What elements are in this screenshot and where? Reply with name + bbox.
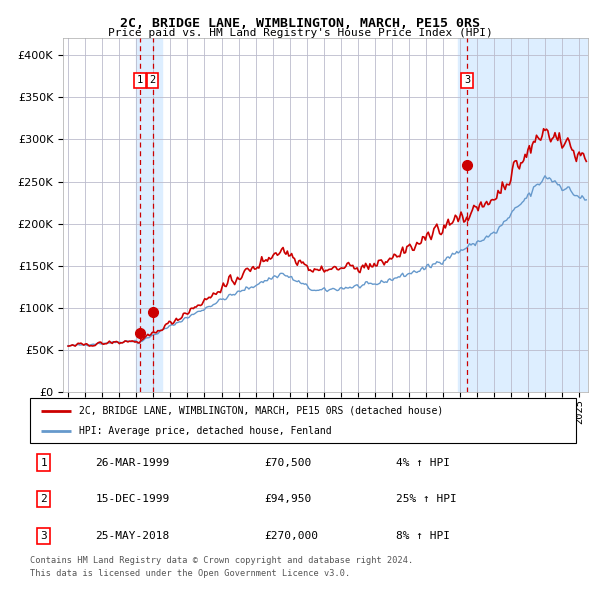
Text: 2C, BRIDGE LANE, WIMBLINGTON, MARCH, PE15 0RS: 2C, BRIDGE LANE, WIMBLINGTON, MARCH, PE1… bbox=[120, 17, 480, 30]
Text: 2C, BRIDGE LANE, WIMBLINGTON, MARCH, PE15 0RS (detached house): 2C, BRIDGE LANE, WIMBLINGTON, MARCH, PE1… bbox=[79, 406, 443, 415]
Text: HPI: Average price, detached house, Fenland: HPI: Average price, detached house, Fenl… bbox=[79, 427, 332, 437]
Text: £70,500: £70,500 bbox=[265, 458, 312, 467]
Bar bbox=[136, 38, 162, 392]
Text: 4% ↑ HPI: 4% ↑ HPI bbox=[396, 458, 450, 467]
Text: Contains HM Land Registry data © Crown copyright and database right 2024.: Contains HM Land Registry data © Crown c… bbox=[30, 556, 413, 565]
Text: 1: 1 bbox=[137, 76, 143, 86]
Text: Price paid vs. HM Land Registry's House Price Index (HPI): Price paid vs. HM Land Registry's House … bbox=[107, 28, 493, 38]
Text: £270,000: £270,000 bbox=[265, 531, 319, 540]
Text: 2: 2 bbox=[149, 76, 156, 86]
Text: 25-MAY-2018: 25-MAY-2018 bbox=[95, 531, 170, 540]
Text: This data is licensed under the Open Government Licence v3.0.: This data is licensed under the Open Gov… bbox=[30, 569, 350, 578]
Text: 25% ↑ HPI: 25% ↑ HPI bbox=[396, 494, 457, 504]
Text: 3: 3 bbox=[40, 531, 47, 540]
Bar bbox=[458, 38, 588, 392]
Text: £94,950: £94,950 bbox=[265, 494, 312, 504]
Text: 15-DEC-1999: 15-DEC-1999 bbox=[95, 494, 170, 504]
Text: 3: 3 bbox=[464, 76, 470, 86]
Text: 2: 2 bbox=[40, 494, 47, 504]
FancyBboxPatch shape bbox=[30, 398, 576, 442]
Text: 26-MAR-1999: 26-MAR-1999 bbox=[95, 458, 170, 467]
Text: 8% ↑ HPI: 8% ↑ HPI bbox=[396, 531, 450, 540]
Text: 1: 1 bbox=[40, 458, 47, 467]
